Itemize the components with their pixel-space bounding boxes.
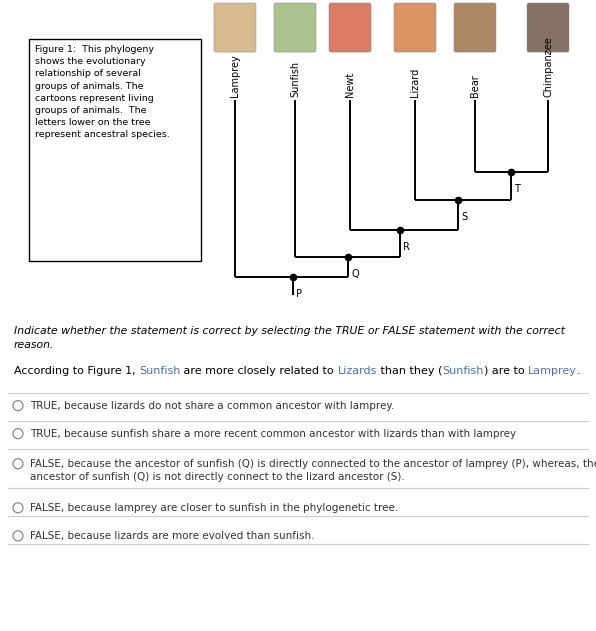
FancyBboxPatch shape xyxy=(454,3,496,52)
Text: than they (: than they ( xyxy=(377,365,442,375)
Text: Newt: Newt xyxy=(345,72,355,97)
FancyBboxPatch shape xyxy=(329,3,371,52)
Text: Chimpanzee: Chimpanzee xyxy=(543,37,553,97)
Text: Lamprey: Lamprey xyxy=(528,365,577,375)
FancyBboxPatch shape xyxy=(214,3,256,52)
Text: Sunfish: Sunfish xyxy=(442,365,484,375)
Text: Sunfish: Sunfish xyxy=(139,365,181,375)
Text: S: S xyxy=(461,213,467,222)
Text: P: P xyxy=(296,290,302,300)
Text: FALSE, because the ancestor of sunfish (Q) is directly connected to the ancestor: FALSE, because the ancestor of sunfish (… xyxy=(30,459,596,482)
Text: Q: Q xyxy=(351,269,359,280)
FancyBboxPatch shape xyxy=(394,3,436,52)
FancyBboxPatch shape xyxy=(274,3,316,52)
FancyBboxPatch shape xyxy=(527,3,569,52)
Text: Indicate whether the statement is correct by selecting the TRUE or FALSE stateme: Indicate whether the statement is correc… xyxy=(14,326,565,350)
Text: Lizards: Lizards xyxy=(337,365,377,375)
Text: .: . xyxy=(577,365,581,375)
Text: T: T xyxy=(514,184,520,194)
Text: TRUE, because lizards do not share a common ancestor with lamprey.: TRUE, because lizards do not share a com… xyxy=(30,401,395,411)
Text: ) are to: ) are to xyxy=(484,365,528,375)
Text: are more closely related to: are more closely related to xyxy=(181,365,337,375)
Text: Bear: Bear xyxy=(470,74,480,97)
Text: Lizard: Lizard xyxy=(410,68,420,97)
FancyBboxPatch shape xyxy=(29,39,201,261)
Text: Figure 1:  This phylogeny
shows the evolutionary
relationship of several
groups : Figure 1: This phylogeny shows the evolu… xyxy=(35,45,170,139)
Text: R: R xyxy=(403,242,410,252)
Text: FALSE, because lamprey are closer to sunfish in the phylogenetic tree.: FALSE, because lamprey are closer to sun… xyxy=(30,503,398,513)
Text: According to Figure 1,: According to Figure 1, xyxy=(14,365,139,375)
Text: Sunfish: Sunfish xyxy=(290,61,300,97)
Text: TRUE, because sunfish share a more recent common ancestor with lizards than with: TRUE, because sunfish share a more recen… xyxy=(30,428,516,439)
Text: Lamprey: Lamprey xyxy=(230,54,240,97)
Text: FALSE, because lizards are more evolved than sunfish.: FALSE, because lizards are more evolved … xyxy=(30,531,315,541)
